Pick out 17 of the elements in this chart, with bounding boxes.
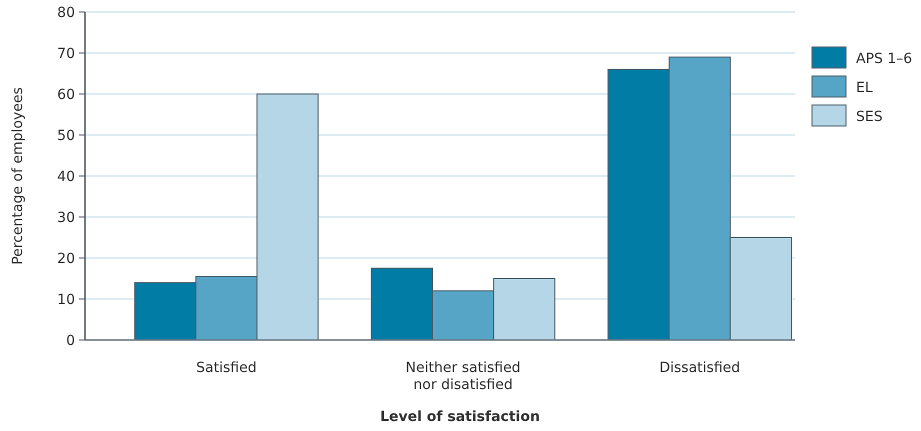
x-tick-label: Satisfied xyxy=(196,360,257,376)
y-tick-label: 10 xyxy=(57,292,75,308)
y-tick-label: 30 xyxy=(57,210,75,226)
y-tick-label: 50 xyxy=(57,128,75,144)
y-tick-label: 40 xyxy=(57,168,75,185)
legend-label: EL xyxy=(856,80,873,96)
legend-label: APS 1–6 xyxy=(856,50,912,67)
y-tick-label: 0 xyxy=(66,332,75,349)
y-tick-label: 20 xyxy=(57,250,75,267)
x-tick-label: Neither satisfied nor disatisfied xyxy=(406,360,521,393)
x-tick-label: Dissatisfied xyxy=(659,360,740,376)
x-axis-title: Level of satisfaction xyxy=(380,409,540,425)
y-tick-label: 60 xyxy=(57,86,75,103)
legend-label: SES xyxy=(856,108,883,125)
y-axis-title: Percentage of employees xyxy=(10,87,26,265)
y-tick-label: 80 xyxy=(57,4,75,21)
y-tick-label: 70 xyxy=(57,46,75,62)
